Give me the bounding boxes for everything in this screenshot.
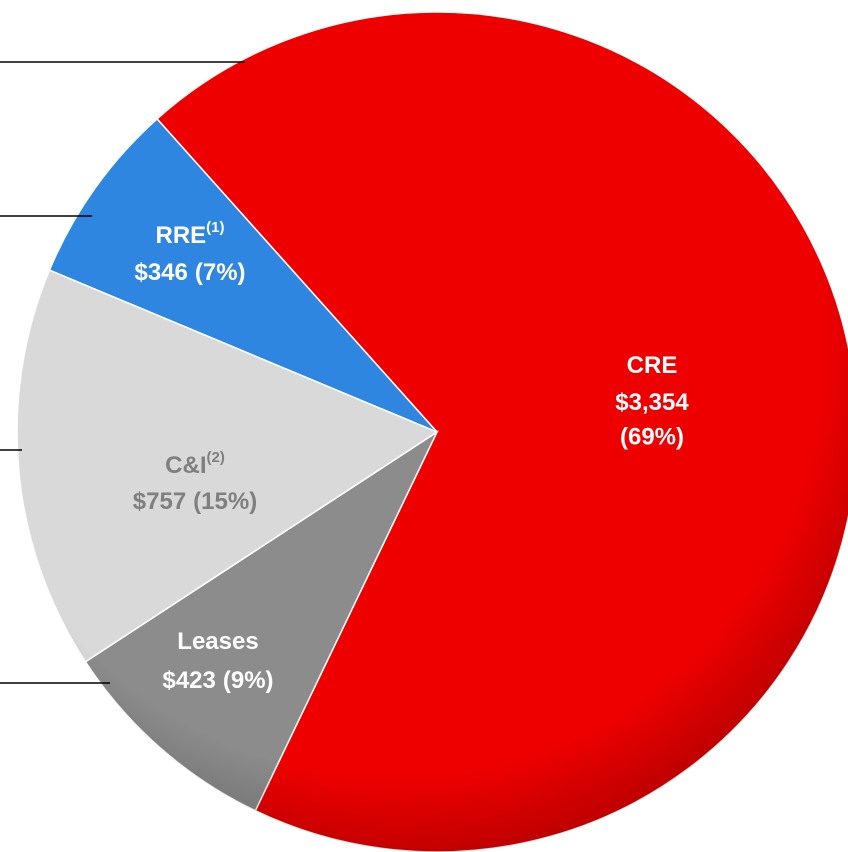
percent-label: (69%) <box>620 423 684 450</box>
category-name: Leases <box>177 628 258 655</box>
percent-label: (7%) <box>195 259 246 286</box>
footnote-mark: (1) <box>206 219 224 236</box>
category-name: CRE <box>627 352 678 379</box>
category-name: C&I <box>165 452 206 479</box>
value-label: $757 <box>133 488 186 515</box>
category-name: RRE <box>155 222 206 249</box>
slice-label: CRE <box>627 352 678 379</box>
value-label: $423 (9%) <box>162 667 273 694</box>
slice-label: C&I(2) <box>165 449 225 479</box>
value-label: $423 <box>162 667 215 694</box>
slice-label: Leases <box>177 628 258 655</box>
percent-label: (15%) <box>193 488 257 515</box>
value-label: $346 (7%) <box>134 259 245 286</box>
footnote-mark: (2) <box>207 449 225 466</box>
value-label: $757 (15%) <box>133 488 257 515</box>
value-label: $3,354 <box>615 389 689 416</box>
slice-label: RRE(1) <box>155 219 224 249</box>
value-label: $3,354 <box>615 389 689 416</box>
pie <box>16 11 848 852</box>
percent-label: (9%) <box>223 667 274 694</box>
value-label: $346 <box>134 259 187 286</box>
labels: CRE $3,354 (69%) Leases $423 (9%) C&I(2) $757 (1… <box>133 219 690 694</box>
